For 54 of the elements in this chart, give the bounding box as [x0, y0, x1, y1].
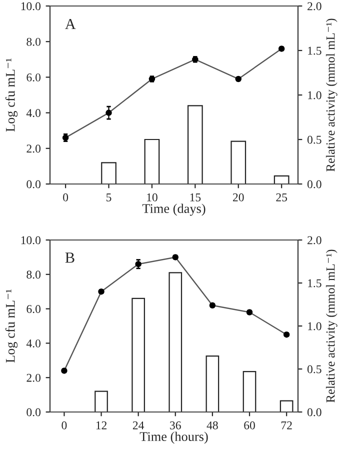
y-tick-label: 4.0: [26, 109, 41, 118]
y2-tick-label: 1.0: [308, 322, 322, 330]
bar: [144, 138, 160, 184]
bar: [230, 140, 246, 184]
y2-tick-label: 0.5: [307, 365, 322, 374]
bar: [206, 356, 220, 412]
y2-tick-label: 1.5: [308, 46, 322, 55]
x-tick-label: 0: [63, 193, 68, 202]
x-tick-label: 5: [106, 193, 112, 202]
y-tick-label: 4.0: [26, 339, 41, 348]
x-axis-title: Time (hours): [140, 432, 208, 444]
y-tick-label: 2.0: [26, 144, 41, 153]
y2-tick-label: 0.0: [307, 408, 322, 416]
y-axis-title: Log cfu mL⁻¹: [5, 290, 18, 363]
x-tick-label: 48: [206, 421, 218, 430]
y2-tick-label: 0.5: [307, 136, 322, 144]
x-tick-label: 20: [232, 193, 244, 202]
bar: [101, 162, 116, 184]
y2-tick-label: 2.0: [308, 236, 322, 244]
bar: [187, 105, 203, 184]
bar: [280, 400, 294, 412]
x-tick-label: 24: [132, 421, 144, 430]
y2-tick-label: 1.0: [308, 91, 322, 100]
x-tick-label: 72: [281, 421, 292, 430]
x-tick-label: 10: [147, 193, 158, 202]
y-tick-label: 8.0: [26, 270, 41, 279]
y-tick-label: 2.0: [26, 374, 41, 382]
bar: [242, 371, 256, 412]
y-tick-label: 10.0: [21, 236, 41, 244]
annotation: A: [65, 18, 76, 30]
y2-tick-label: 1.5: [308, 279, 322, 288]
x-tick-label: 0: [62, 421, 67, 430]
bar: [274, 175, 290, 184]
x-tick-label: 15: [190, 193, 201, 202]
x-tick-label: 12: [96, 421, 107, 430]
y-tick-label: 0.0: [26, 180, 41, 188]
y2-tick-label: 0.0: [307, 180, 322, 188]
bar: [94, 390, 108, 412]
x-axis-title: Time (days): [142, 204, 206, 216]
bar: [132, 298, 145, 412]
y-tick-label: 10.0: [21, 2, 41, 10]
bar: [168, 272, 182, 412]
y-tick-label: 6.0: [26, 73, 41, 82]
y-tick-label: 0.0: [26, 408, 41, 416]
x-tick-label: 36: [170, 421, 181, 430]
y2-axis-title: Relative activity (mmol mL⁻¹): [326, 250, 338, 402]
y2-axis-title: Relative activity (mmol mL⁻¹): [326, 18, 338, 172]
annotation: B: [65, 252, 74, 263]
y-tick-label: 6.0: [26, 305, 41, 314]
y-tick-label: 8.0: [26, 38, 41, 46]
y2-tick-label: 2.0: [308, 2, 322, 10]
x-tick-label: 25: [276, 193, 288, 202]
y-axis-title: Log cfu mL⁻¹: [5, 58, 18, 132]
x-tick-label: 60: [244, 421, 255, 430]
